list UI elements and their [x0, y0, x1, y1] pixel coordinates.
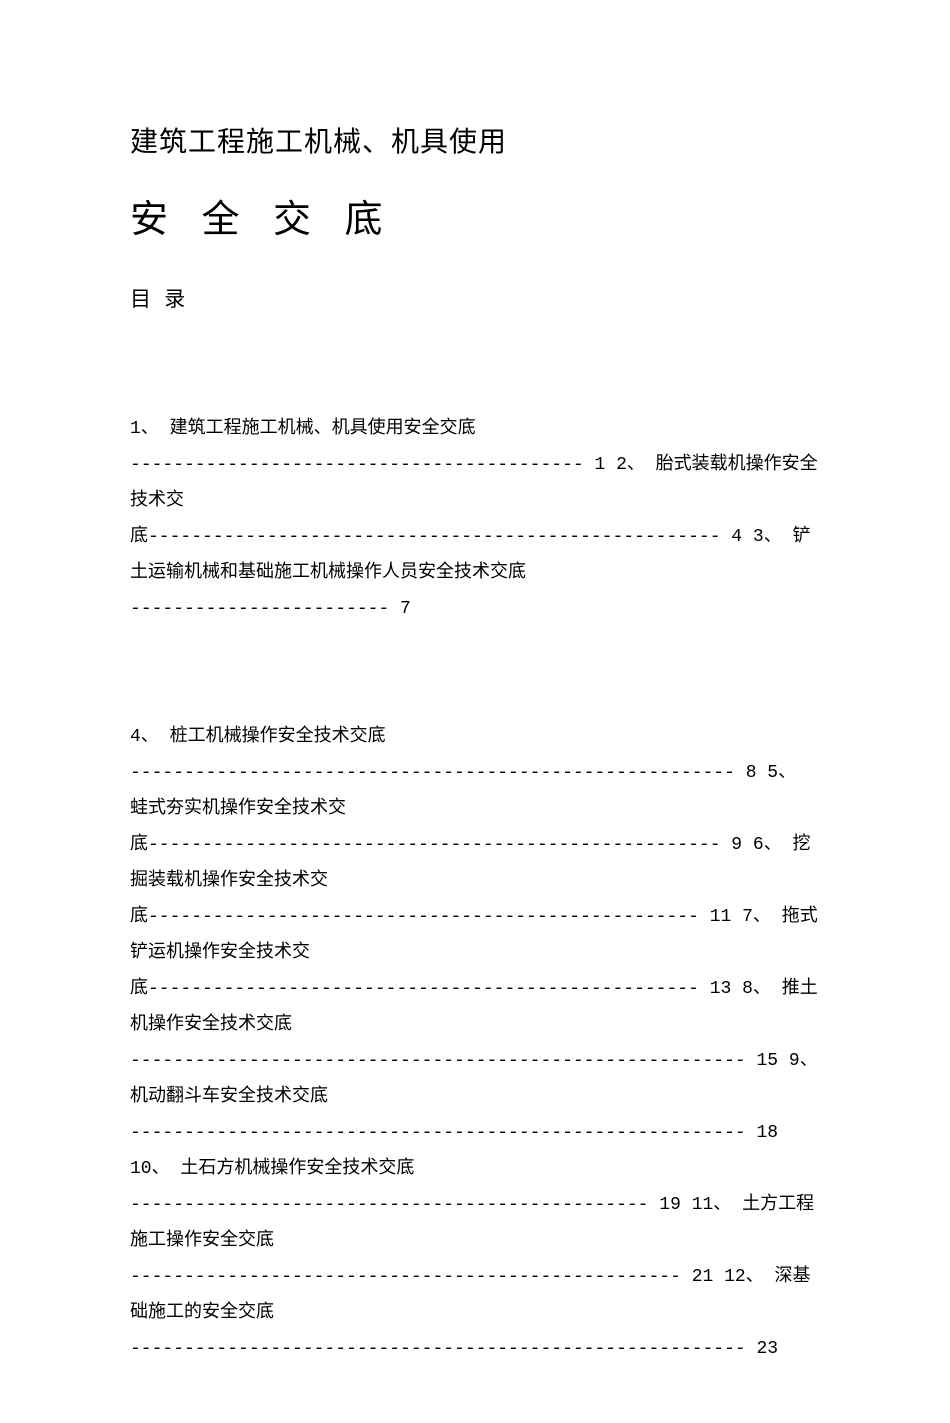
toc-heading: 目 录 — [130, 283, 820, 313]
title-block: 建筑工程施工机械、机具使用 安 全 交 底 — [130, 120, 820, 243]
toc-body: 1、 建筑工程施工机械、机具使用安全交底 -------------------… — [130, 339, 820, 1423]
toc-block-1: 1、 建筑工程施工机械、机具使用安全交底 -------------------… — [130, 411, 820, 627]
document-title-line2: 安 全 交 底 — [130, 188, 820, 243]
document-title-line1: 建筑工程施工机械、机具使用 — [130, 120, 820, 160]
toc-block-2: 4、 桩工机械操作安全技术交底 ------------------------… — [130, 719, 820, 1367]
